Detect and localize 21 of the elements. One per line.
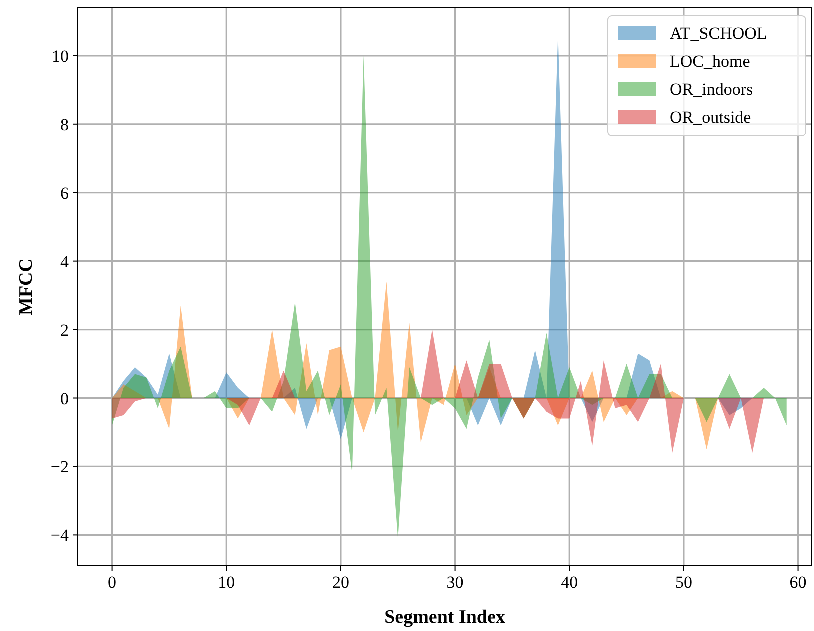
y-tick-label: −4 xyxy=(50,526,70,546)
x-tick-label: 30 xyxy=(446,573,464,592)
x-tick-label: 50 xyxy=(675,573,692,592)
y-axis-title: MFCC xyxy=(16,258,37,316)
legend-label: LOC_home xyxy=(670,52,750,71)
y-tick-label: 6 xyxy=(60,184,69,203)
x-axis-title: Segment Index xyxy=(384,607,506,628)
legend-label: OR_outside xyxy=(670,108,752,127)
x-tick-label: 60 xyxy=(790,573,807,592)
y-tick-label: 2 xyxy=(60,320,69,340)
y-tick-label: −2 xyxy=(50,458,69,477)
x-tick-label: 0 xyxy=(108,573,117,592)
legend-label: OR_indoors xyxy=(670,80,754,99)
y-tick-label: 0 xyxy=(60,389,69,408)
x-tick-label: 10 xyxy=(218,573,236,592)
x-tick-label: 20 xyxy=(332,573,350,592)
y-tick-label: 4 xyxy=(60,252,70,272)
y-tick-label: 8 xyxy=(60,115,69,134)
legend-label: AT_SCHOOL xyxy=(670,24,768,43)
x-tick-label: 40 xyxy=(561,573,578,592)
y-tick-label: 10 xyxy=(52,46,69,66)
